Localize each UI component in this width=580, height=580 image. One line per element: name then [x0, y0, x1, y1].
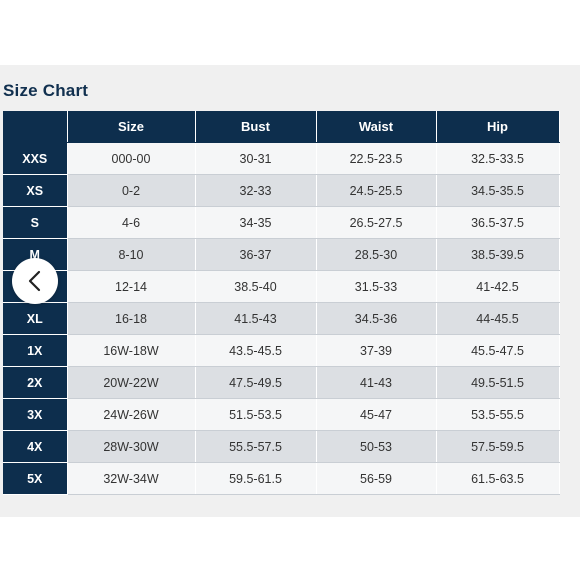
header-waist: Waist: [316, 111, 437, 143]
table-row: XS 0-2 32-33 24.5-25.5 34.5-35.5: [3, 174, 560, 207]
cell-size: 16-18: [67, 302, 196, 335]
table-row: XXS 000-00 30-31 22.5-23.5 32.5-33.5: [3, 142, 560, 175]
row-label: 1X: [3, 334, 68, 367]
cell-waist: 28.5-30: [316, 238, 437, 271]
cell-waist: 50-53: [316, 430, 437, 463]
cell-hip: 53.5-55.5: [436, 398, 560, 431]
cell-waist: 24.5-25.5: [316, 174, 437, 207]
cell-hip: 32.5-33.5: [436, 142, 560, 175]
cell-bust: 51.5-53.5: [195, 398, 317, 431]
table-row: S 4-6 34-35 26.5-27.5 36.5-37.5: [3, 206, 560, 239]
cell-waist: 45-47: [316, 398, 437, 431]
header-hip: Hip: [436, 111, 560, 143]
cell-size: 4-6: [67, 206, 196, 239]
table-row: L 12-14 38.5-40 31.5-33 41-42.5: [3, 270, 560, 303]
header-size: Size: [67, 111, 196, 143]
cell-waist: 41-43: [316, 366, 437, 399]
table-row: 5X 32W-34W 59.5-61.5 56-59 61.5-63.5: [3, 462, 560, 495]
cell-size: 000-00: [67, 142, 196, 175]
cell-waist: 37-39: [316, 334, 437, 367]
cell-bust: 30-31: [195, 142, 317, 175]
row-label: S: [3, 206, 68, 239]
table-row: 3X 24W-26W 51.5-53.5 45-47 53.5-55.5: [3, 398, 560, 431]
row-label: 3X: [3, 398, 68, 431]
cell-hip: 36.5-37.5: [436, 206, 560, 239]
cell-hip: 61.5-63.5: [436, 462, 560, 495]
cell-waist: 56-59: [316, 462, 437, 495]
cell-size: 28W-30W: [67, 430, 196, 463]
cell-size: 24W-26W: [67, 398, 196, 431]
cell-bust: 47.5-49.5: [195, 366, 317, 399]
row-label: 5X: [3, 462, 68, 495]
cell-bust: 38.5-40: [195, 270, 317, 303]
row-label: 2X: [3, 366, 68, 399]
size-chart-table: Size Bust Waist Hip XXS 000-00 30-31 22.…: [3, 111, 560, 495]
header-corner: [3, 111, 68, 143]
table-row: 4X 28W-30W 55.5-57.5 50-53 57.5-59.5: [3, 430, 560, 463]
cell-bust: 36-37: [195, 238, 317, 271]
cell-hip: 41-42.5: [436, 270, 560, 303]
cell-hip: 38.5-39.5: [436, 238, 560, 271]
cell-bust: 59.5-61.5: [195, 462, 317, 495]
header-row: Size Bust Waist Hip: [3, 111, 560, 143]
cell-size: 32W-34W: [67, 462, 196, 495]
previous-image-button[interactable]: [12, 258, 58, 304]
cell-size: 12-14: [67, 270, 196, 303]
header-bust: Bust: [195, 111, 317, 143]
table-row: M 8-10 36-37 28.5-30 38.5-39.5: [3, 238, 560, 271]
cell-waist: 26.5-27.5: [316, 206, 437, 239]
page-title: Size Chart: [3, 81, 89, 100]
cell-bust: 34-35: [195, 206, 317, 239]
row-label: XS: [3, 174, 68, 207]
row-label: XL: [3, 302, 68, 335]
table-row: XL 16-18 41.5-43 34.5-36 44-45.5: [3, 302, 560, 335]
cell-hip: 49.5-51.5: [436, 366, 560, 399]
cell-hip: 57.5-59.5: [436, 430, 560, 463]
cell-size: 16W-18W: [67, 334, 196, 367]
cell-bust: 32-33: [195, 174, 317, 207]
cell-bust: 43.5-45.5: [195, 334, 317, 367]
row-label: 4X: [3, 430, 68, 463]
cell-size: 0-2: [67, 174, 196, 207]
cell-size: 8-10: [67, 238, 196, 271]
table-row: 2X 20W-22W 47.5-49.5 41-43 49.5-51.5: [3, 366, 560, 399]
table-row: 1X 16W-18W 43.5-45.5 37-39 45.5-47.5: [3, 334, 560, 367]
cell-hip: 44-45.5: [436, 302, 560, 335]
cell-waist: 22.5-23.5: [316, 142, 437, 175]
cell-waist: 34.5-36: [316, 302, 437, 335]
cell-hip: 45.5-47.5: [436, 334, 560, 367]
row-label: XXS: [3, 142, 68, 175]
chevron-left-icon: [28, 270, 41, 292]
cell-waist: 31.5-33: [316, 270, 437, 303]
cell-bust: 41.5-43: [195, 302, 317, 335]
cell-size: 20W-22W: [67, 366, 196, 399]
cell-bust: 55.5-57.5: [195, 430, 317, 463]
cell-hip: 34.5-35.5: [436, 174, 560, 207]
